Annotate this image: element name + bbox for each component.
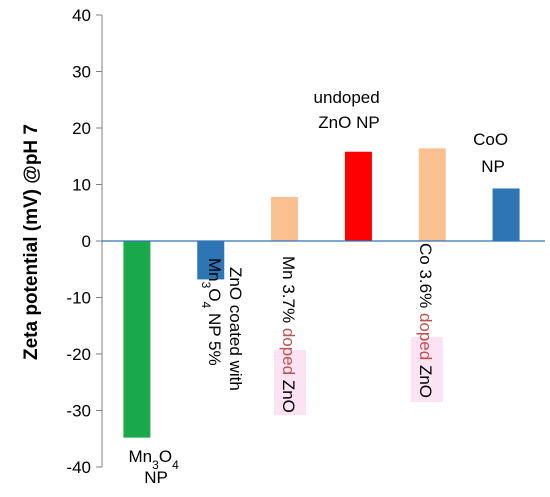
bars bbox=[123, 148, 520, 438]
bar-3 bbox=[344, 151, 372, 241]
category-label-mn3o4-np: Mn3O4 NP bbox=[129, 447, 184, 487]
category-label-co-doped-zno: Co 3.6% doped ZnO bbox=[416, 243, 435, 398]
y-tick-label: 40 bbox=[72, 6, 91, 25]
category-label-coo-np: CoO NP bbox=[473, 130, 513, 176]
category-label-zno-coated: Mn3O4 NP 5% ZnO coated with bbox=[199, 258, 245, 391]
y-tick-label: 20 bbox=[72, 119, 91, 138]
doped-highlight-co bbox=[411, 337, 443, 402]
svg-text:Mn 3.7% doped ZnO: Mn 3.7% doped ZnO bbox=[279, 256, 298, 413]
bar-2 bbox=[271, 196, 299, 241]
y-tick-label: -40 bbox=[66, 458, 91, 477]
bar-5 bbox=[492, 188, 520, 241]
y-axis-title: Zeta potential (mV) @pH 7 bbox=[21, 124, 42, 360]
bar-4 bbox=[418, 148, 446, 241]
y-axis-ticks: -40 -30 -20 -10 0 10 20 30 40 bbox=[66, 6, 102, 477]
svg-text:Co 3.6% doped ZnO: Co 3.6% doped ZnO bbox=[416, 243, 435, 398]
svg-text:Mn3O4 NP 5%: Mn3O4 NP 5% bbox=[199, 258, 224, 366]
y-tick-label: 0 bbox=[82, 232, 91, 251]
bar-0 bbox=[123, 241, 151, 438]
y-tick-label: -10 bbox=[66, 289, 91, 308]
y-tick-label: -20 bbox=[66, 345, 91, 364]
y-tick-label: 10 bbox=[72, 176, 91, 195]
bar-1 bbox=[197, 241, 225, 280]
y-tick-label: 30 bbox=[72, 63, 91, 82]
doped-highlight-mn bbox=[274, 350, 306, 415]
y-tick-label: -30 bbox=[66, 402, 91, 421]
category-label-undoped-zno: undoped ZnO NP bbox=[314, 88, 385, 132]
category-label-mn-doped-zno: Mn 3.7% doped ZnO bbox=[279, 256, 298, 413]
svg-text:ZnO coated with: ZnO coated with bbox=[226, 267, 245, 391]
